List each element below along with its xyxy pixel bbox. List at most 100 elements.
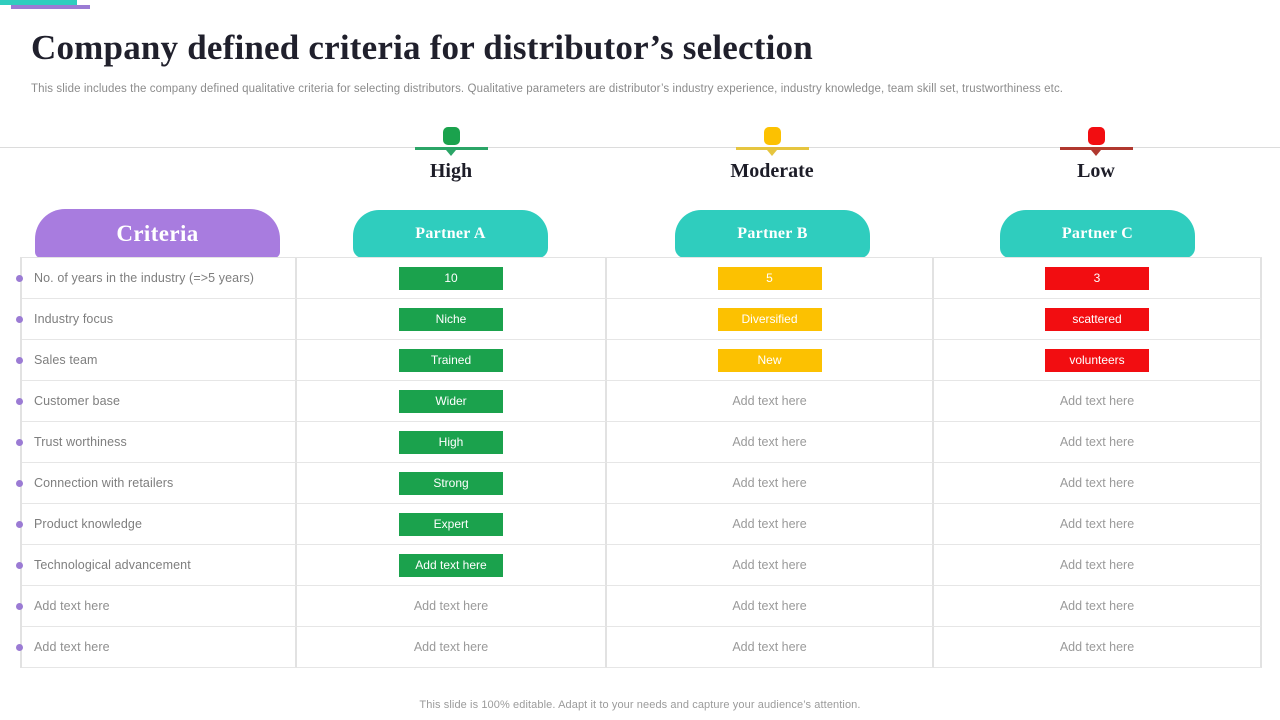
criteria-cell: No. of years in the industry (=>5 years) [16,258,297,299]
table-row: Connection with retailers Strong Add tex… [16,463,1262,504]
placeholder-text[interactable]: Add text here [1059,476,1135,490]
partner-c-cell: 3 [934,258,1262,299]
bullet-icon [16,438,23,446]
top-accent-teal-bar [0,0,77,5]
criteria-cell: Product knowledge [16,504,297,545]
page-subtitle: This slide includes the company defined … [31,83,1064,95]
criteria-label: Connection with retailers [34,476,174,490]
criteria-label: No. of years in the industry (=>5 years) [34,271,255,285]
partner-c-cell: Add text here [934,545,1262,586]
partner-header-label: Partner A [415,225,486,242]
partner-c-cell: scattered [934,299,1262,340]
criteria-cell: Technological advancement [16,545,297,586]
partner-b-cell: New [607,340,934,381]
criteria-cell: Industry focus [16,299,297,340]
table-row: No. of years in the industry (=>5 years)… [16,258,1262,299]
partner-header-pill: Partner A [353,210,548,258]
criteria-label: Industry focus [34,312,114,326]
placeholder-text[interactable]: Add text here [732,558,807,572]
partner-a-cell: Strong [297,463,607,504]
rating-badge-moderate: 5 [717,266,822,290]
criteria-cell: Connection with retailers [16,463,297,504]
table-row: Add text here Add text here Add text her… [16,627,1262,668]
placeholder-text[interactable]: Add text here [732,640,807,654]
table-row: Product knowledge Expert Add text here A… [16,504,1262,545]
partner-b-cell: Add text here [607,545,934,586]
rating-badge-high: Strong [399,471,503,495]
legend-underline [1059,147,1133,150]
table-row: Industry focus Niche Diversified scatter… [16,299,1262,340]
legend-label: High [429,160,473,182]
placeholder-text[interactable]: Add text here [732,394,807,408]
criteria-cell: Customer base [16,381,297,422]
rating-badge-high: Expert [399,512,503,536]
bullet-icon [16,315,23,323]
placeholder-text[interactable]: Add text here [1059,558,1135,572]
criteria-label: Trust worthiness [34,435,127,449]
legend-swatch-icon [442,127,460,145]
rating-badge-high[interactable]: Add text here [399,553,503,577]
placeholder-text[interactable]: Add text here [1059,394,1135,408]
partner-header-pill: Partner B [675,210,870,258]
partner-a-cell: Expert [297,504,607,545]
partner-header-pill: Partner C [1000,210,1195,258]
legend-underline [735,147,809,150]
table-row: Technological advancement Add text here … [16,545,1262,586]
partner-a-cell: Wider [297,381,607,422]
legend-item: High [376,127,526,183]
partner-header-label: Partner B [737,225,808,242]
legend-item: Low [1021,127,1171,183]
placeholder-text[interactable]: Add text here [1059,517,1135,531]
table-row: Add text here Add text here Add text her… [16,586,1262,627]
placeholder-text[interactable]: Add text here [732,517,807,531]
placeholder-text[interactable]: Add text here [413,599,489,613]
criteria-label: Technological advancement [34,558,191,572]
criteria-label[interactable]: Add text here [34,599,110,613]
bullet-icon [16,643,23,651]
partner-a-cell: Trained [297,340,607,381]
legend-swatch-icon [1087,127,1105,145]
rating-badge-moderate: New [717,348,822,372]
criteria-label[interactable]: Add text here [34,640,110,654]
table-row: Sales team Trained New volunteers [16,340,1262,381]
legend-label: Moderate [730,160,814,182]
partner-c-cell: Add text here [934,627,1262,668]
rating-badge-high: High [399,430,503,454]
criteria-cell: Add text here [16,586,297,627]
partner-b-cell: 5 [607,258,934,299]
table-row: Trust worthiness High Add text here Add … [16,422,1262,463]
bullet-icon [16,602,23,610]
legend-pointer-icon [446,150,456,156]
rating-badge-high: 10 [399,266,503,290]
partner-c-cell: Add text here [934,504,1262,545]
criteria-label: Product knowledge [34,517,143,531]
placeholder-text[interactable]: Add text here [1059,435,1135,449]
table-row: Customer base Wider Add text here Add te… [16,381,1262,422]
partner-b-cell: Add text here [607,586,934,627]
top-accent-purple-bar [11,5,90,9]
criteria-cell: Trust worthiness [16,422,297,463]
partner-a-cell: Add text here [297,627,607,668]
partner-c-cell: volunteers [934,340,1262,381]
bullet-icon [16,356,23,364]
bullet-icon [16,397,23,405]
placeholder-text[interactable]: Add text here [413,640,489,654]
partner-a-cell: Niche [297,299,607,340]
placeholder-text[interactable]: Add text here [732,435,807,449]
rating-badge-moderate: Diversified [717,307,822,331]
partner-a-cell: Add text here [297,586,607,627]
rating-badge-high: Niche [399,307,503,331]
partner-b-cell: Add text here [607,504,934,545]
placeholder-text[interactable]: Add text here [732,476,807,490]
partner-b-cell: Add text here [607,463,934,504]
placeholder-text[interactable]: Add text here [732,599,807,613]
bullet-icon [16,479,23,487]
rating-badge-high: Wider [399,389,503,413]
placeholder-text[interactable]: Add text here [1059,599,1135,613]
partner-c-cell: Add text here [934,586,1262,627]
partner-a-cell: High [297,422,607,463]
partner-c-cell: Add text here [934,422,1262,463]
partner-b-cell: Diversified [607,299,934,340]
placeholder-text[interactable]: Add text here [1059,640,1135,654]
bullet-icon [16,561,23,569]
